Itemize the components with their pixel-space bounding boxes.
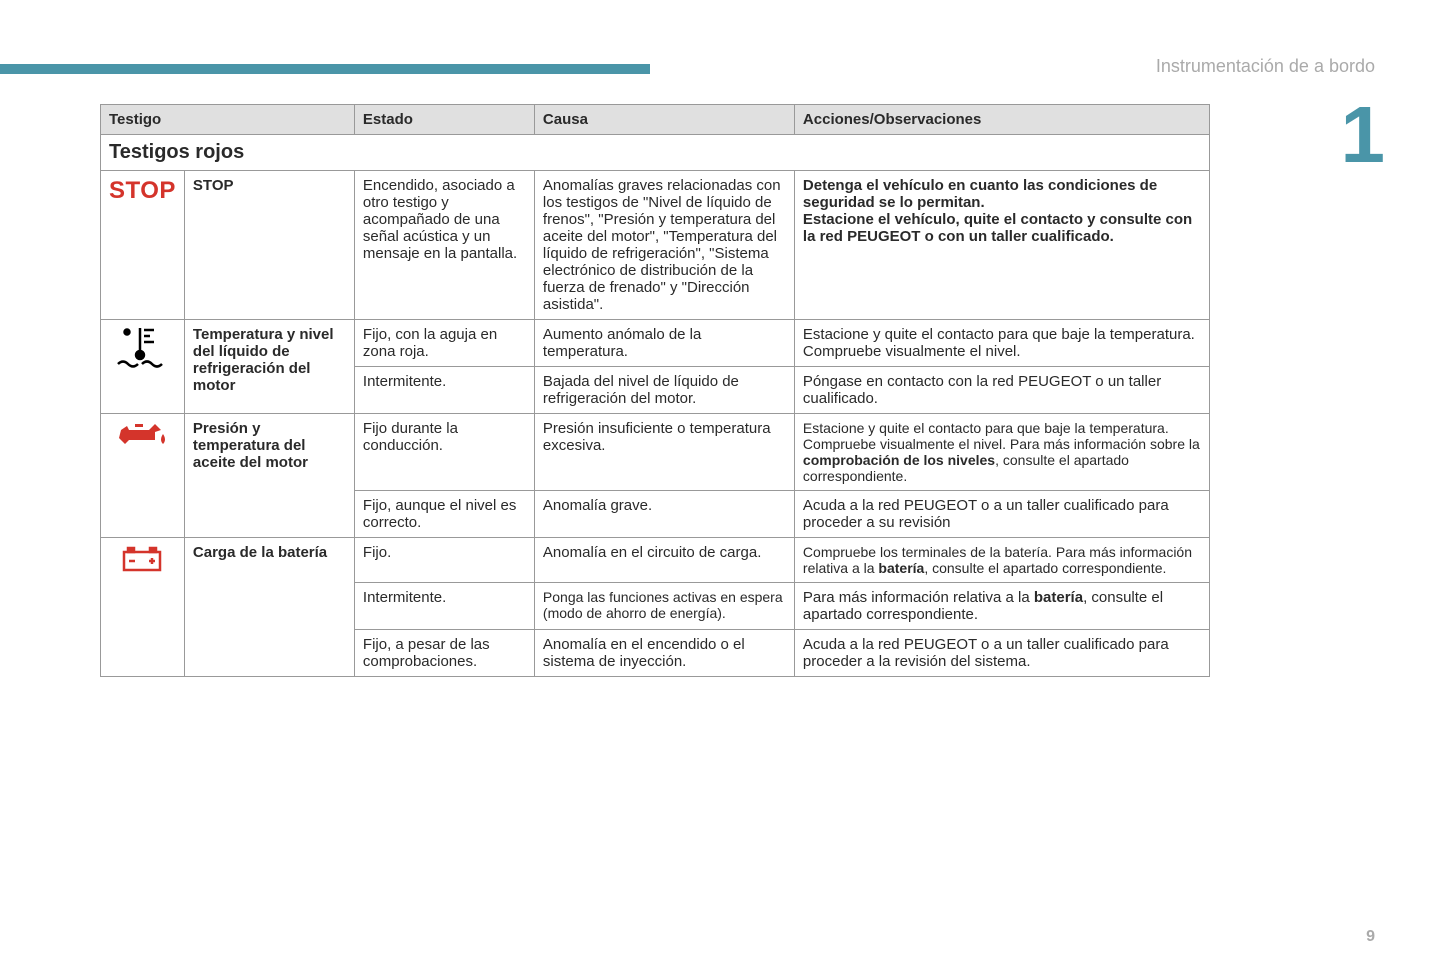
batt-r1-acc-bold: batería <box>878 560 924 576</box>
oil-r2-causa: Anomalía grave. <box>534 491 794 538</box>
temp-r2-acc: Póngase en contacto con la red PEUGEOT o… <box>794 367 1209 414</box>
stop-acciones: Detenga el vehículo en cuanto las condic… <box>794 171 1209 320</box>
stop-icon: STOP <box>109 177 176 204</box>
oil-r1-acc: Estacione y quite el contacto para que b… <box>794 414 1209 491</box>
temp-r2-estado: Intermitente. <box>354 367 534 414</box>
temp-r1-acc: Estacione y quite el contacto para que b… <box>794 320 1209 367</box>
row-stop: STOP STOP Encendido, asociado a otro tes… <box>101 171 1210 320</box>
table-header-row: Testigo Estado Causa Acciones/Observacio… <box>101 105 1210 135</box>
batt-r1-causa: Anomalía en el circuito de carga. <box>534 538 794 583</box>
row-temp-1: Temperatura y nivel del líquido de refri… <box>101 320 1210 367</box>
temp-r2-causa: Bajada del nivel de líquido de refrigera… <box>534 367 794 414</box>
section-title: Instrumentación de a bordo <box>1156 56 1375 77</box>
oil-r1-estado: Fijo durante la conducción. <box>354 414 534 491</box>
oil-pressure-icon-cell <box>101 414 185 538</box>
batt-r2-acc: Para más información relativa a la bater… <box>794 583 1209 630</box>
battery-icon-cell <box>101 538 185 677</box>
batt-r2-estado: Intermitente. <box>354 583 534 630</box>
chapter-number: 1 <box>1341 95 1386 175</box>
coolant-temp-icon <box>116 326 168 370</box>
stop-acc-l1: Detenga el vehículo en cuanto las condic… <box>803 177 1157 211</box>
batt-r1-acc: Compruebe los terminales de la batería. … <box>794 538 1209 583</box>
oil-pressure-icon <box>115 420 169 450</box>
batt-name: Carga de la batería <box>184 538 354 677</box>
header-estado: Estado <box>354 105 534 135</box>
temp-name: Temperatura y nivel del líquido de refri… <box>184 320 354 414</box>
temp-r1-acc-l1: Estacione y quite el contacto para que b… <box>803 326 1195 343</box>
batt-r2-acc-pre: Para más información relativa a la <box>803 589 1034 606</box>
batt-r2-acc-bold: batería <box>1034 589 1083 606</box>
warning-lights-table: Testigo Estado Causa Acciones/Observacio… <box>100 104 1210 677</box>
header-acciones: Acciones/Observaciones <box>794 105 1209 135</box>
batt-r3-acc: Acuda a la red PEUGEOT o a un taller cua… <box>794 630 1209 677</box>
temp-r1-causa: Aumento anómalo de la temperatura. <box>534 320 794 367</box>
batt-r3-causa: Anomalía en el encendido o el sistema de… <box>534 630 794 677</box>
oil-r1-acc-bold: comprobación de los niveles <box>803 452 995 468</box>
section-label: Testigos rojos <box>101 135 1210 171</box>
batt-r1-acc-post: , consulte el apartado correspondiente. <box>924 560 1166 576</box>
row-batt-1: Carga de la batería Fijo. Anomalía en el… <box>101 538 1210 583</box>
header-causa: Causa <box>534 105 794 135</box>
oil-name: Presión y temperatura del aceite del mot… <box>184 414 354 538</box>
battery-icon <box>120 544 164 574</box>
batt-r3-estado: Fijo, a pesar de las comprobaciones. <box>354 630 534 677</box>
temp-r1-acc-l2: Compruebe visualmente el nivel. <box>803 343 1021 360</box>
batt-r2-causa: Ponga las funciones activas en espera (m… <box>534 583 794 630</box>
stop-icon-cell: STOP <box>101 171 185 320</box>
stop-causa: Anomalías graves relacionadas con los te… <box>534 171 794 320</box>
coolant-temp-icon-cell <box>101 320 185 414</box>
header-testigo: Testigo <box>101 105 355 135</box>
section-row: Testigos rojos <box>101 135 1210 171</box>
row-oil-1: Presión y temperatura del aceite del mot… <box>101 414 1210 491</box>
stop-estado: Encendido, asociado a otro testigo y aco… <box>354 171 534 320</box>
oil-r1-causa: Presión insuficiente o temperatura exces… <box>534 414 794 491</box>
batt-r1-estado: Fijo. <box>354 538 534 583</box>
oil-r1-acc-pre: Estacione y quite el contacto para que b… <box>803 420 1200 452</box>
stop-acc-l2: Estacione el vehículo, quite el contacto… <box>803 211 1192 245</box>
stop-name: STOP <box>184 171 354 320</box>
temp-r1-estado: Fijo, con la aguja en zona roja. <box>354 320 534 367</box>
header-accent-bar <box>0 64 650 74</box>
oil-r2-estado: Fijo, aunque el nivel es correcto. <box>354 491 534 538</box>
page-content: Testigo Estado Causa Acciones/Observacio… <box>100 104 1210 677</box>
oil-r2-acc: Acuda a la red PEUGEOT o a un taller cua… <box>794 491 1209 538</box>
page-number: 9 <box>1366 928 1375 946</box>
